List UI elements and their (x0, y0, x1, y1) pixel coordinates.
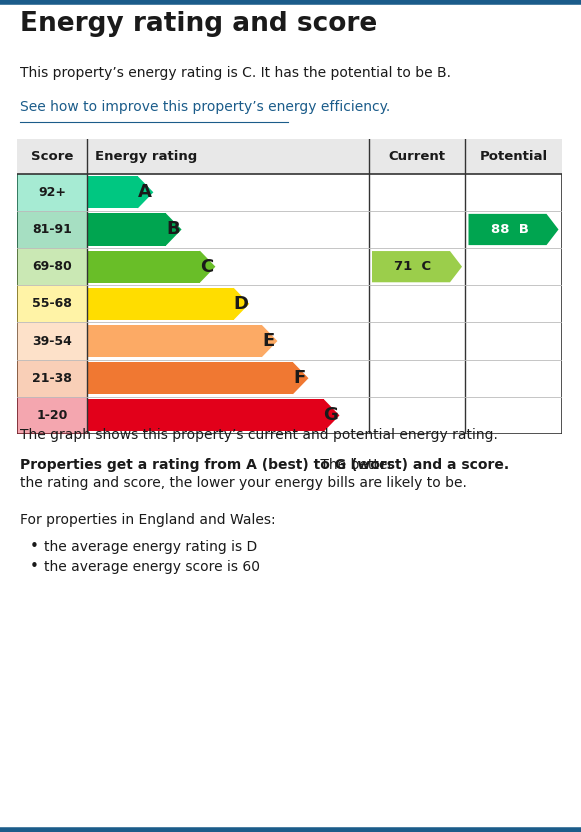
Polygon shape (200, 250, 216, 283)
Text: E: E (263, 332, 275, 350)
Polygon shape (166, 213, 182, 245)
Bar (87, 288, 234, 320)
Text: 81-91: 81-91 (32, 223, 72, 236)
Bar (87, 176, 138, 208)
Bar (87, 250, 200, 283)
Text: Current: Current (389, 150, 446, 163)
Text: Energy rating and score: Energy rating and score (20, 11, 377, 37)
Bar (17, 397, 87, 434)
Text: See how to improve this property’s energy efficiency.: See how to improve this property’s energ… (20, 100, 390, 114)
Text: Score: Score (31, 150, 73, 163)
Polygon shape (468, 214, 558, 245)
Text: the average energy rating is D: the average energy rating is D (44, 540, 257, 554)
Text: •: • (30, 539, 39, 554)
Polygon shape (138, 176, 153, 208)
Text: G: G (324, 406, 338, 424)
Text: F: F (294, 369, 306, 387)
Bar (17, 323, 87, 359)
Text: •: • (30, 559, 39, 574)
Text: C: C (200, 258, 213, 275)
Text: 55-68: 55-68 (32, 297, 72, 310)
Polygon shape (372, 251, 462, 282)
Bar (87, 325, 262, 357)
Text: 21-38: 21-38 (32, 372, 72, 384)
Text: For properties in England and Wales:: For properties in England and Wales: (20, 513, 275, 527)
Bar (87, 362, 293, 394)
Bar (17, 248, 87, 285)
Bar (17, 139, 562, 174)
Polygon shape (234, 288, 249, 320)
Text: 39-54: 39-54 (32, 334, 72, 348)
Text: 92+: 92+ (38, 186, 66, 199)
Text: The graph shows this property’s current and potential energy rating.: The graph shows this property’s current … (20, 428, 498, 442)
Polygon shape (324, 399, 339, 432)
Text: The better: The better (316, 458, 393, 472)
Text: 71  C: 71 C (394, 260, 432, 273)
Bar (17, 174, 87, 210)
Polygon shape (262, 325, 278, 357)
Bar (17, 359, 87, 397)
Polygon shape (293, 362, 309, 394)
Text: 1-20: 1-20 (36, 409, 68, 422)
Bar (87, 213, 166, 245)
Bar (17, 285, 87, 323)
Text: This property’s energy rating is C. It has the potential to be B.: This property’s energy rating is C. It h… (20, 66, 451, 80)
Text: the rating and score, the lower your energy bills are likely to be.: the rating and score, the lower your ene… (20, 476, 467, 490)
Text: the average energy score is 60: the average energy score is 60 (44, 560, 260, 574)
Text: 88  B: 88 B (490, 223, 529, 236)
Text: 69-80: 69-80 (32, 260, 72, 273)
Text: A: A (138, 183, 152, 201)
Bar (17, 210, 87, 248)
Text: Energy rating: Energy rating (95, 150, 198, 163)
Text: B: B (166, 220, 180, 239)
Text: Properties get a rating from A (best) to G (worst) and a score.: Properties get a rating from A (best) to… (20, 458, 509, 472)
Text: D: D (233, 295, 248, 313)
Text: Potential: Potential (479, 150, 547, 163)
Bar (87, 399, 324, 432)
